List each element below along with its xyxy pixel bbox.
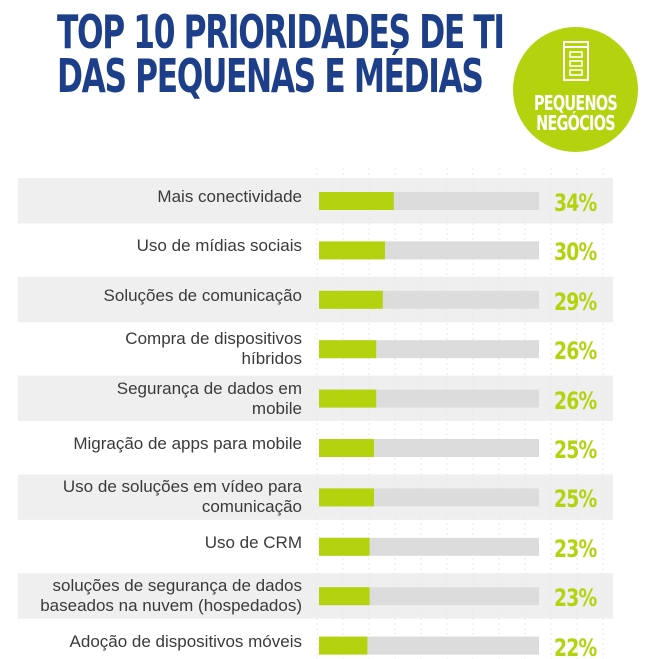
bar [319, 537, 370, 556]
bar [319, 587, 370, 606]
chart-title-line1: TOP 10 PRIORIDADES DE TI [57, 5, 505, 59]
chart-title-line2: DAS PEQUENAS E MÉDIAS [57, 49, 484, 103]
bar [319, 488, 374, 507]
value-label: 34% [553, 189, 597, 217]
value-label: 30% [553, 238, 597, 267]
bar [319, 439, 374, 457]
bar [319, 636, 368, 655]
bar [319, 389, 377, 408]
value-label: 23% [553, 584, 597, 613]
bar [319, 192, 394, 210]
bar-track [319, 537, 539, 556]
badge-line2: NEGÓCIOS [536, 111, 615, 135]
category-label: Soluções de comunicação [103, 285, 302, 305]
category-label: Adoção de dispositivos móveis [69, 631, 302, 651]
bar [319, 340, 377, 359]
category-label: Uso de mídias sociais [136, 236, 302, 256]
category-label: Uso de soluções em vídeo para comunicação [62, 477, 302, 517]
value-label: 26% [553, 386, 597, 415]
value-label: 23% [553, 534, 597, 563]
value-label: 25% [553, 485, 597, 514]
category-label: soluções de segurança de dados baseados n… [40, 576, 302, 616]
bar-track [319, 636, 539, 655]
category-label: Segurança de dados em mobile [116, 378, 302, 418]
value-label: 26% [553, 337, 597, 366]
value-label: 22% [553, 633, 597, 659]
category-label: Compra de dispositivos híbridos [125, 329, 302, 369]
value-label: 29% [553, 287, 597, 316]
small-business-badge: PEQUENOS NEGÓCIOS [513, 27, 638, 152]
category-label: Mais conectividade [157, 187, 302, 206]
badge-line1: PEQUENOS [533, 91, 618, 115]
bar [319, 290, 383, 309]
value-label: 25% [553, 436, 597, 464]
category-label: Uso de CRM [204, 532, 302, 552]
bar-track [319, 587, 539, 606]
chart-title: TOP 10 PRIORIDADES DE TI DAS PEQUENAS E … [57, 5, 505, 103]
bar [319, 241, 385, 260]
category-label: Migração de apps para mobile [73, 434, 302, 453]
building-icon [563, 41, 589, 81]
